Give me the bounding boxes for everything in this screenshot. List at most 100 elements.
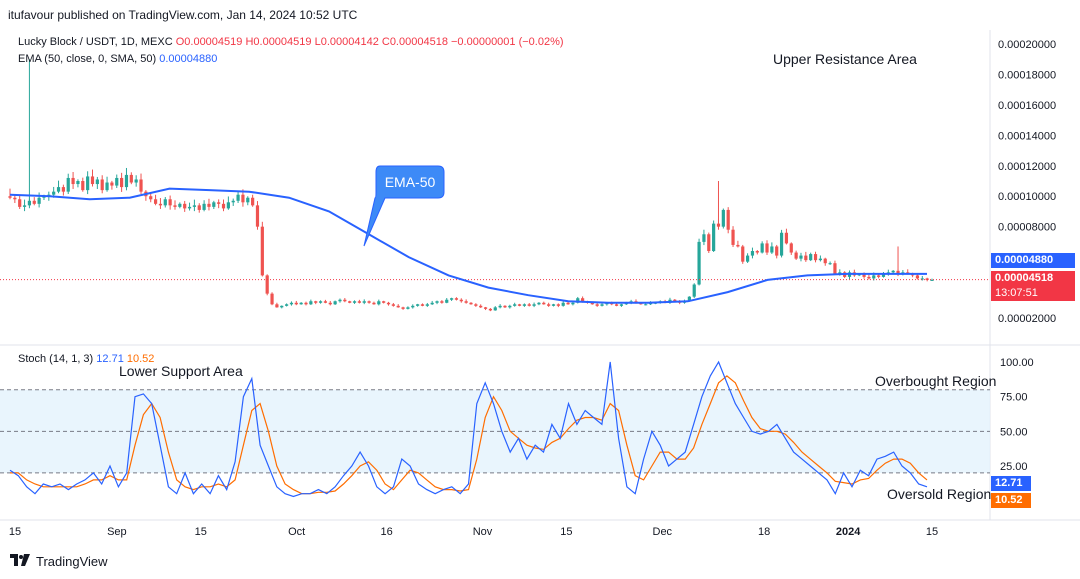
candle-body (770, 246, 774, 253)
candle (479, 304, 483, 308)
candle-body (590, 302, 594, 305)
candle-body (396, 305, 400, 308)
candle-body (547, 304, 551, 306)
candle (115, 174, 119, 189)
candle-body (221, 203, 226, 209)
candle (153, 194, 158, 206)
time-tick-label: 16 (380, 526, 392, 538)
time-tick-label: 2024 (836, 526, 861, 538)
symbol-label[interactable]: Lucky Block / USDT, 1D, MEXC (18, 36, 173, 48)
candle (794, 250, 798, 260)
candle (828, 261, 832, 265)
candle (784, 228, 789, 245)
stoch-label[interactable]: Stoch (14, 1, 3) (18, 353, 94, 365)
time-axis: 15 Sep 15 Oct 16 Nov 15 Dec 18 2024 15 (9, 526, 938, 538)
candle-body (435, 301, 439, 303)
ema-price-tag: 0.00004880 (991, 253, 1075, 268)
candle (435, 300, 439, 305)
candle-body (42, 196, 46, 198)
candle-body (498, 305, 502, 308)
candle (372, 301, 376, 305)
candle (697, 238, 701, 286)
candle (309, 299, 313, 305)
candle (124, 167, 129, 191)
candle (226, 196, 230, 210)
candle-body (755, 251, 759, 253)
candle-body (299, 302, 303, 305)
candle (105, 176, 109, 192)
time-tick-label: 18 (758, 526, 770, 538)
candle (231, 198, 235, 206)
candle (236, 190, 240, 204)
candle-body (416, 304, 420, 306)
candle (255, 201, 260, 230)
candle-body (483, 307, 488, 309)
candle (285, 303, 289, 307)
candle (173, 200, 177, 210)
stoch-d-line (10, 375, 928, 495)
candle (813, 251, 818, 263)
candle-body (813, 254, 818, 261)
candle (22, 199, 27, 212)
stoch-d-value: 10.52 (126, 353, 155, 365)
candle (420, 303, 425, 307)
candle-body (197, 205, 201, 210)
ohlc-high: H0.00004519 (245, 36, 312, 48)
candle (197, 203, 201, 213)
candle-body (61, 187, 65, 192)
candle (619, 303, 624, 307)
stoch-layer: 100.00 75.00 50.00 25.00 (0, 357, 1034, 498)
candle (333, 300, 337, 305)
candle-body (386, 302, 391, 305)
candle (192, 199, 196, 212)
candle-body (18, 199, 22, 207)
candle-body (619, 304, 624, 306)
candle-body (207, 203, 211, 207)
lower-support-label: Lower Support Area (119, 363, 243, 379)
candle (508, 304, 512, 309)
candle (289, 301, 294, 306)
candle (595, 302, 599, 307)
candle-body (459, 299, 463, 302)
candle-body (464, 301, 468, 303)
candle-body (173, 205, 177, 207)
candle-body (479, 305, 483, 308)
candle-body (134, 179, 138, 183)
candle (86, 171, 90, 195)
candle-body (872, 275, 876, 279)
candle (100, 175, 104, 194)
stoch-tick-label: 100.00 (1000, 357, 1034, 369)
candle-body (338, 299, 342, 302)
ema-label[interactable]: EMA (50, close, 0, SMA, 50) (18, 53, 157, 65)
stoch-tick-label: 75.00 (1000, 392, 1028, 404)
candle (513, 302, 517, 307)
candle (318, 300, 323, 304)
candle-body (425, 304, 429, 306)
candle (66, 173, 70, 195)
candle-body (275, 304, 279, 308)
candle-body (673, 299, 677, 302)
candle (469, 302, 473, 305)
candle (823, 257, 827, 266)
candle (202, 200, 206, 212)
candle (299, 302, 303, 305)
candle-body (561, 302, 565, 306)
candle-body (789, 243, 793, 253)
candle (352, 300, 357, 304)
candle (386, 301, 391, 306)
candle (13, 194, 17, 203)
candle (338, 298, 342, 303)
candle-body (212, 202, 216, 207)
candle (547, 302, 551, 307)
candle (789, 242, 793, 255)
candle-body (124, 174, 129, 188)
candle-body (309, 301, 313, 305)
candle (187, 202, 192, 211)
candle (183, 200, 187, 212)
candle (537, 302, 541, 306)
candle (32, 197, 36, 206)
candle (139, 173, 143, 195)
tradingview-brand[interactable]: TradingView (36, 553, 108, 569)
time-tick-label: Dec (653, 526, 673, 538)
